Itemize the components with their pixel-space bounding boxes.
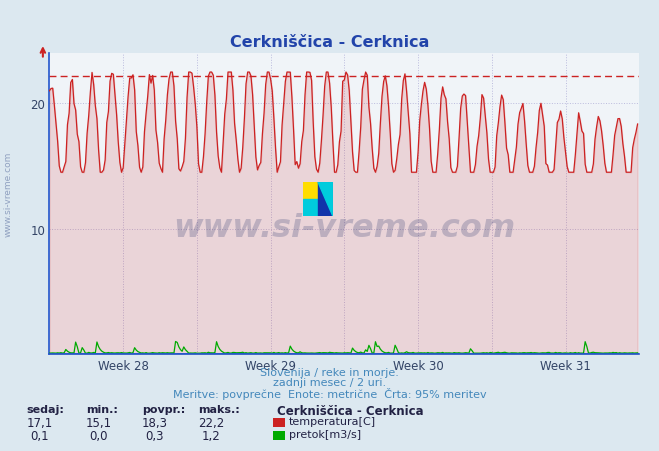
Text: Cerkniščica - Cerknica: Cerkniščica - Cerknica: [230, 35, 429, 51]
Text: povpr.:: povpr.:: [142, 404, 185, 414]
Text: zadnji mesec / 2 uri.: zadnji mesec / 2 uri.: [273, 377, 386, 387]
Text: 0,3: 0,3: [146, 429, 164, 442]
Text: Meritve: povprečne  Enote: metrične  Črta: 95% meritev: Meritve: povprečne Enote: metrične Črta:…: [173, 387, 486, 400]
Text: temperatura[C]: temperatura[C]: [289, 416, 376, 426]
Text: Cerkniščica - Cerknica: Cerkniščica - Cerknica: [277, 404, 423, 417]
Text: sedaj:: sedaj:: [26, 404, 64, 414]
Text: 15,1: 15,1: [86, 416, 112, 429]
Text: 22,2: 22,2: [198, 416, 224, 429]
Text: 0,0: 0,0: [90, 429, 108, 442]
Text: min.:: min.:: [86, 404, 117, 414]
Bar: [318, 183, 333, 216]
Text: www.si-vreme.com: www.si-vreme.com: [173, 212, 515, 244]
Text: 17,1: 17,1: [26, 416, 53, 429]
Text: www.si-vreme.com: www.si-vreme.com: [3, 152, 13, 236]
Polygon shape: [318, 183, 333, 216]
Text: 1,2: 1,2: [202, 429, 220, 442]
Text: Slovenija / reke in morje.: Slovenija / reke in morje.: [260, 368, 399, 377]
Text: maks.:: maks.:: [198, 404, 239, 414]
Text: 0,1: 0,1: [30, 429, 49, 442]
Text: 18,3: 18,3: [142, 416, 168, 429]
Bar: [303, 199, 318, 216]
Text: pretok[m3/s]: pretok[m3/s]: [289, 429, 360, 439]
Bar: [303, 183, 318, 199]
